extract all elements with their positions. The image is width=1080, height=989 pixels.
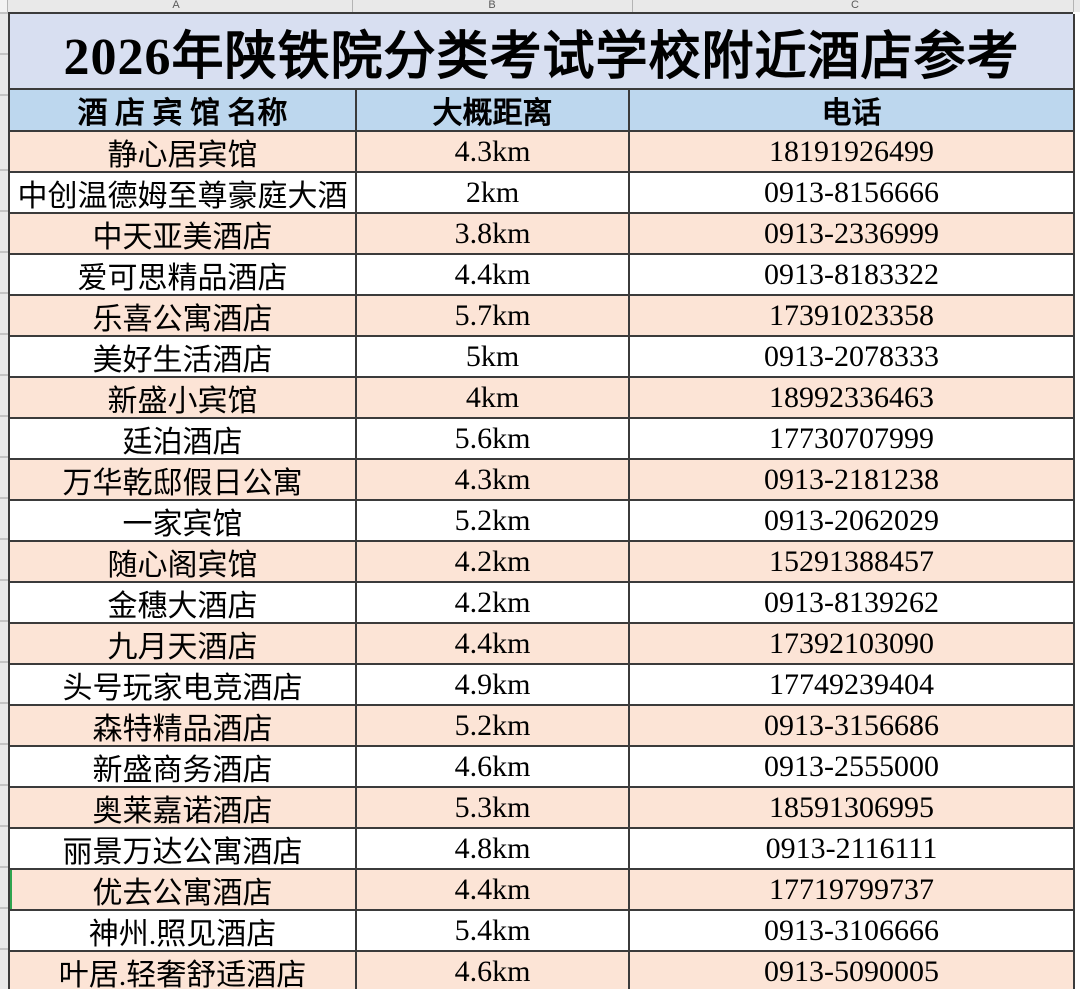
column-separator xyxy=(1073,0,1074,12)
hotel-name-cell[interactable]: 爱可思精品酒店 xyxy=(10,255,357,296)
distance-cell[interactable]: 3.8km xyxy=(357,214,630,255)
phone-cell[interactable]: 0913-8156666 xyxy=(630,173,1075,214)
distance-cell[interactable]: 4.2km xyxy=(357,583,630,624)
distance-cell[interactable]: 5.7km xyxy=(357,296,630,337)
hotel-name-cell[interactable]: 中创温德姆至尊豪庭大酒 xyxy=(10,173,357,214)
hotel-name-cell[interactable]: 中天亚美酒店 xyxy=(10,214,357,255)
column-separator xyxy=(632,0,633,12)
distance-cell[interactable]: 4.6km xyxy=(357,747,630,788)
hotel-name-cell[interactable]: 优去公寓酒店 xyxy=(10,870,357,911)
distance-cell[interactable]: 5.2km xyxy=(357,706,630,747)
hotel-name-cell[interactable]: 奥莱嘉诺酒店 xyxy=(10,788,357,829)
phone-cell[interactable]: 0913-3106666 xyxy=(630,911,1075,952)
distance-cell[interactable]: 5.3km xyxy=(357,788,630,829)
hotel-name-cell[interactable]: 万华乾邸假日公寓 xyxy=(10,460,357,501)
phone-cell[interactable]: 0913-8139262 xyxy=(630,583,1075,624)
header-distance[interactable]: 大概距离 xyxy=(357,90,630,132)
distance-cell[interactable]: 4.3km xyxy=(357,132,630,173)
phone-cell[interactable]: 15291388457 xyxy=(630,542,1075,583)
phone-cell[interactable]: 0913-5090005 xyxy=(630,952,1075,989)
distance-cell[interactable]: 4.6km xyxy=(357,952,630,989)
hotel-name-cell[interactable]: 美好生活酒店 xyxy=(10,337,357,378)
distance-cell[interactable]: 4.4km xyxy=(357,255,630,296)
phone-cell[interactable]: 0913-2078333 xyxy=(630,337,1075,378)
phone-cell[interactable]: 17730707999 xyxy=(630,419,1075,460)
column-separator xyxy=(352,0,353,12)
row-header-gutter xyxy=(0,12,8,989)
phone-cell[interactable]: 0913-3156686 xyxy=(630,706,1075,747)
distance-cell[interactable]: 4.8km xyxy=(357,829,630,870)
hotel-name-cell[interactable]: 廷泊酒店 xyxy=(10,419,357,460)
phone-cell[interactable]: 0913-8183322 xyxy=(630,255,1075,296)
phone-cell[interactable]: 0913-2116111 xyxy=(630,829,1075,870)
column-header-b[interactable]: B xyxy=(488,0,496,11)
header-phone[interactable]: 电话 xyxy=(630,90,1075,132)
hotel-name-cell[interactable]: 九月天酒店 xyxy=(10,624,357,665)
phone-cell[interactable]: 0913-2062029 xyxy=(630,501,1075,542)
distance-cell[interactable]: 4.2km xyxy=(357,542,630,583)
hotel-name-cell[interactable]: 神州.照见酒店 xyxy=(10,911,357,952)
hotel-table: 2026年陕铁院分类考试学校附近酒店参考 酒 店 宾 馆 名称 大概距离 电话 … xyxy=(8,12,1075,989)
column-header-strip: A B C xyxy=(0,0,1080,12)
hotel-name-cell[interactable]: 随心阁宾馆 xyxy=(10,542,357,583)
sheet-title[interactable]: 2026年陕铁院分类考试学校附近酒店参考 xyxy=(10,14,1075,90)
phone-cell[interactable]: 0913-2181238 xyxy=(630,460,1075,501)
distance-cell[interactable]: 4.3km xyxy=(357,460,630,501)
hotel-name-cell[interactable]: 新盛小宾馆 xyxy=(10,378,357,419)
phone-cell[interactable]: 17391023358 xyxy=(630,296,1075,337)
distance-cell[interactable]: 2km xyxy=(357,173,630,214)
phone-cell[interactable]: 17719799737 xyxy=(630,870,1075,911)
distance-cell[interactable]: 4.4km xyxy=(357,624,630,665)
hotel-name-cell[interactable]: 头号玩家电竞酒店 xyxy=(10,665,357,706)
distance-cell[interactable]: 5.2km xyxy=(357,501,630,542)
selection-indicator xyxy=(10,870,12,909)
header-hotel-name[interactable]: 酒 店 宾 馆 名称 xyxy=(10,90,357,132)
distance-cell[interactable]: 4.4km xyxy=(357,870,630,911)
distance-cell[interactable]: 4.9km xyxy=(357,665,630,706)
hotel-name-cell[interactable]: 金穗大酒店 xyxy=(10,583,357,624)
phone-cell[interactable]: 17392103090 xyxy=(630,624,1075,665)
distance-cell[interactable]: 4km xyxy=(357,378,630,419)
hotel-name-cell[interactable]: 新盛商务酒店 xyxy=(10,747,357,788)
distance-cell[interactable]: 5km xyxy=(357,337,630,378)
phone-cell[interactable]: 0913-2336999 xyxy=(630,214,1075,255)
phone-cell[interactable]: 18992336463 xyxy=(630,378,1075,419)
spreadsheet-corner-box xyxy=(0,0,8,12)
phone-cell[interactable]: 18191926499 xyxy=(630,132,1075,173)
phone-cell[interactable]: 0913-2555000 xyxy=(630,747,1075,788)
hotel-name-cell[interactable]: 叶居.轻奢舒适酒店 xyxy=(10,952,357,989)
hotel-name-cell[interactable]: 乐喜公寓酒店 xyxy=(10,296,357,337)
column-header-a[interactable]: A xyxy=(172,0,180,11)
hotel-name-cell[interactable]: 静心居宾馆 xyxy=(10,132,357,173)
hotel-name-cell[interactable]: 一家宾馆 xyxy=(10,501,357,542)
hotel-name-cell[interactable]: 丽景万达公寓酒店 xyxy=(10,829,357,870)
phone-cell[interactable]: 18591306995 xyxy=(630,788,1075,829)
hotel-name-cell[interactable]: 森特精品酒店 xyxy=(10,706,357,747)
distance-cell[interactable]: 5.6km xyxy=(357,419,630,460)
distance-cell[interactable]: 5.4km xyxy=(357,911,630,952)
column-header-c[interactable]: C xyxy=(851,0,859,11)
phone-cell[interactable]: 17749239404 xyxy=(630,665,1075,706)
